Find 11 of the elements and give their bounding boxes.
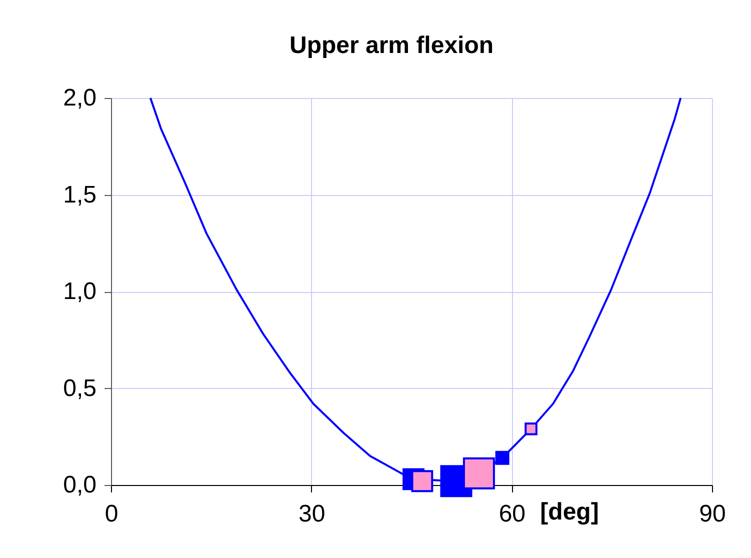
chart-title: Upper arm flexion — [289, 32, 494, 59]
y-tick-label: 1,5 — [63, 181, 96, 208]
y-tick-label: 0,5 — [63, 374, 96, 402]
x-tick-label: 60 — [498, 500, 526, 528]
x-tick-label: 30 — [298, 500, 326, 528]
x-axis-title: [deg] — [540, 498, 599, 526]
y-tick-label: 2,0 — [63, 84, 96, 112]
x-tick-label: 0 — [104, 500, 118, 528]
x-tick-label: 90 — [699, 500, 726, 528]
y-tick-label: 1,0 — [63, 278, 96, 305]
y-tick-label: 0,0 — [63, 472, 96, 498]
